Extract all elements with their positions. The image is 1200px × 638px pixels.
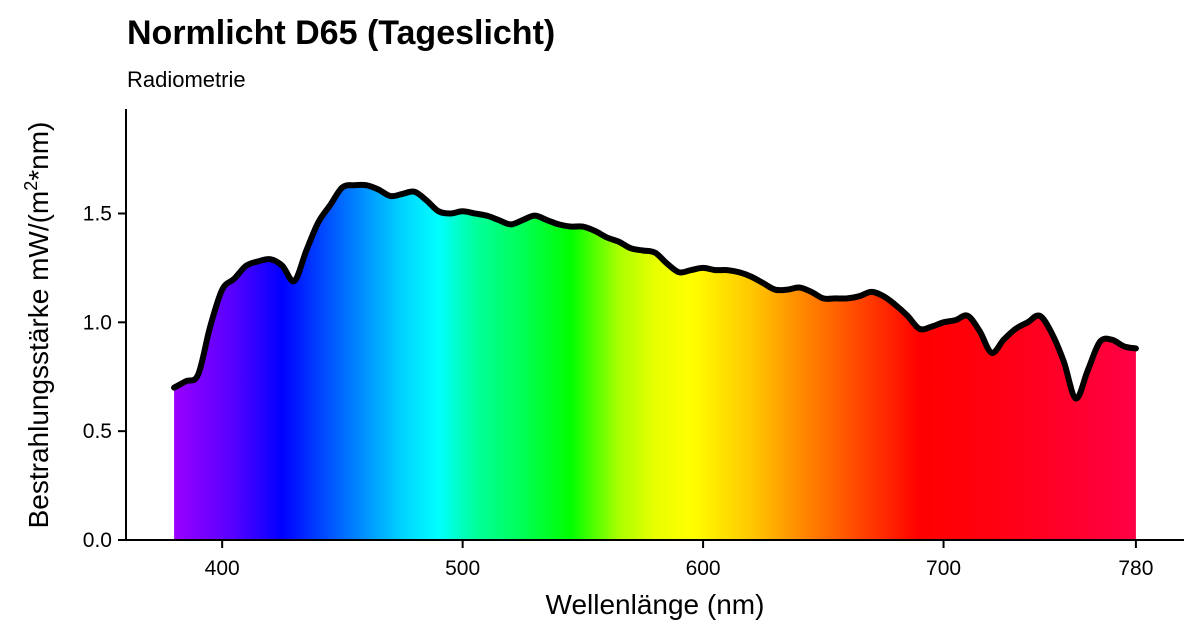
x-tick-label: 780 (1118, 557, 1153, 580)
x-tick-label: 400 (205, 557, 240, 580)
x-tick-label: 700 (926, 557, 961, 580)
y-tick-label: 0.0 (83, 529, 112, 552)
irradiance-line (171, 181, 1139, 402)
y-tick-label: 1.5 (83, 202, 112, 225)
y-tick-label: 0.5 (83, 420, 112, 443)
x-tick-label: 600 (686, 557, 721, 580)
y-axis-title-sup: 2 (21, 181, 41, 191)
y-axis-title: Bestrahlungsstärke mW/(m2*nm) (21, 122, 54, 529)
chart-subtitle: Radiometrie (127, 67, 246, 92)
y-axis-title-tail: *nm) (23, 122, 54, 181)
y-tick-label: 1.0 (83, 311, 112, 334)
chart-title: Normlicht D65 (Tageslicht) (127, 14, 555, 52)
x-axis-title: Wellenlänge (nm) (546, 589, 765, 620)
spectrum-area (174, 184, 1136, 541)
x-tick-label: 500 (445, 557, 480, 580)
y-axis-title-main: Bestrahlungsstärke mW/(m (23, 191, 54, 529)
